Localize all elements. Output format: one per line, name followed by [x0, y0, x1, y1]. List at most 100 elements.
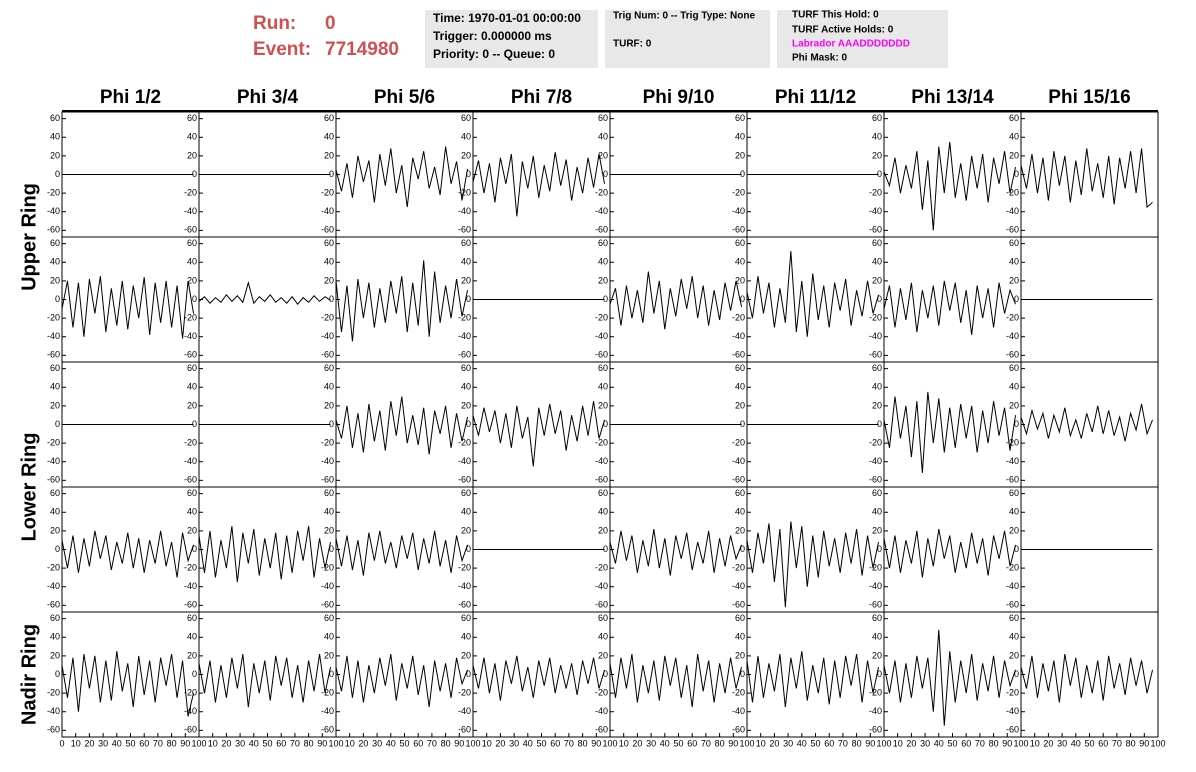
- x-tick-label: 70: [701, 738, 711, 748]
- x-tick-label: 40: [934, 738, 944, 748]
- y-tick-label: -60: [595, 475, 608, 485]
- info-line: TURF This Hold: 0: [792, 10, 879, 21]
- y-tick-label: 60: [187, 113, 197, 123]
- y-tick-label: -60: [184, 725, 197, 735]
- y-tick-label: -40: [869, 456, 882, 466]
- y-tick-label: 60: [461, 613, 471, 623]
- y-tick-label: 20: [50, 400, 60, 410]
- y-tick-label: 0: [329, 169, 334, 179]
- y-tick-label: -40: [458, 581, 471, 591]
- waveform: [609, 271, 743, 330]
- waveform: [61, 530, 194, 578]
- y-tick-label: 40: [50, 132, 60, 142]
- column-title: Phi 13/14: [911, 87, 994, 108]
- y-tick-label: 40: [324, 632, 334, 642]
- y-tick-label: 40: [187, 382, 197, 392]
- y-tick-label: -40: [1006, 581, 1019, 591]
- y-tick-label: 60: [598, 113, 608, 123]
- info-line: Time: 1970-01-01 00:00:00: [433, 11, 581, 25]
- y-tick-label: 60: [735, 238, 745, 248]
- x-tick-label: 20: [632, 738, 642, 748]
- x-tick-label: 70: [1112, 738, 1122, 748]
- waveform: [61, 651, 195, 717]
- info-line: Priority: 0 -- Queue: 0: [433, 47, 555, 61]
- y-tick-label: 0: [55, 669, 60, 679]
- y-tick-label: -40: [47, 456, 60, 466]
- y-tick-label: -40: [458, 706, 471, 716]
- y-tick-label: 0: [466, 544, 471, 554]
- y-tick-label: -40: [184, 206, 197, 216]
- y-tick-label: 0: [877, 419, 882, 429]
- x-tick-label: 10: [893, 738, 903, 748]
- y-tick-label: -20: [1006, 187, 1019, 197]
- y-tick-label: -20: [47, 187, 60, 197]
- y-tick-label: 0: [1014, 294, 1019, 304]
- y-tick-label: -40: [595, 456, 608, 466]
- x-tick-label: 60: [961, 738, 971, 748]
- y-tick-label: -20: [595, 687, 608, 697]
- y-tick-label: -40: [869, 706, 882, 716]
- y-tick-label: 40: [461, 632, 471, 642]
- y-tick-label: -60: [869, 350, 882, 360]
- x-tick-label: 40: [523, 738, 533, 748]
- y-tick-label: 40: [872, 507, 882, 517]
- y-tick-label: -20: [47, 687, 60, 697]
- y-tick-label: -20: [869, 562, 882, 572]
- y-tick-label: 20: [187, 400, 197, 410]
- y-tick-label: -20: [732, 687, 745, 697]
- y-tick-label: -60: [321, 725, 334, 735]
- y-tick-label: 40: [50, 632, 60, 642]
- y-tick-label: -40: [321, 706, 334, 716]
- y-tick-label: -60: [184, 475, 197, 485]
- y-tick-label: -60: [732, 475, 745, 485]
- y-tick-label: -20: [458, 687, 471, 697]
- y-tick-label: 40: [324, 507, 334, 517]
- y-tick-label: 40: [324, 257, 334, 267]
- waveform: [335, 146, 469, 208]
- y-tick-label: -20: [732, 187, 745, 197]
- y-tick-label: 20: [461, 400, 471, 410]
- y-tick-label: 40: [461, 257, 471, 267]
- x-tick-label: 10: [208, 738, 218, 748]
- y-tick-label: -60: [869, 225, 882, 235]
- y-tick-label: 0: [466, 169, 471, 179]
- y-tick-label: -40: [458, 331, 471, 341]
- y-tick-label: 20: [598, 275, 608, 285]
- x-tick-label: 10: [619, 738, 629, 748]
- x-tick-label: 100: [465, 738, 480, 748]
- y-tick-label: -60: [1006, 350, 1019, 360]
- info-box: [425, 10, 598, 68]
- x-tick-label: 70: [975, 738, 985, 748]
- y-tick-label: -60: [47, 600, 60, 610]
- x-tick-label: 20: [1043, 738, 1053, 748]
- y-tick-label: -60: [732, 600, 745, 610]
- info-line: Phi Mask: 0: [792, 53, 847, 64]
- y-tick-label: 40: [50, 257, 60, 267]
- y-tick-label: -40: [595, 706, 608, 716]
- waveform: [746, 651, 880, 708]
- x-tick-label: 90: [180, 738, 190, 748]
- y-tick-label: 0: [55, 544, 60, 554]
- x-tick-label: 100: [191, 738, 206, 748]
- y-tick-label: 40: [598, 507, 608, 517]
- y-tick-label: 0: [466, 294, 471, 304]
- y-tick-label: -20: [869, 187, 882, 197]
- run-label: Run:: [253, 13, 296, 34]
- x-tick-label: 10: [345, 738, 355, 748]
- y-tick-label: 40: [187, 257, 197, 267]
- y-tick-label: -60: [869, 475, 882, 485]
- y-tick-label: 40: [187, 507, 197, 517]
- y-tick-label: 20: [1009, 275, 1019, 285]
- waveform: [198, 653, 332, 708]
- y-tick-label: 60: [324, 238, 334, 248]
- y-tick-label: 20: [735, 525, 745, 535]
- y-tick-label: -60: [732, 225, 745, 235]
- y-tick-label: 40: [735, 132, 745, 142]
- y-tick-label: -20: [458, 187, 471, 197]
- y-tick-label: -60: [595, 725, 608, 735]
- y-tick-label: -60: [595, 225, 608, 235]
- x-tick-label: 30: [372, 738, 382, 748]
- column-title: Phi 9/10: [643, 87, 715, 108]
- x-tick-label: 70: [838, 738, 848, 748]
- y-tick-label: 0: [329, 669, 334, 679]
